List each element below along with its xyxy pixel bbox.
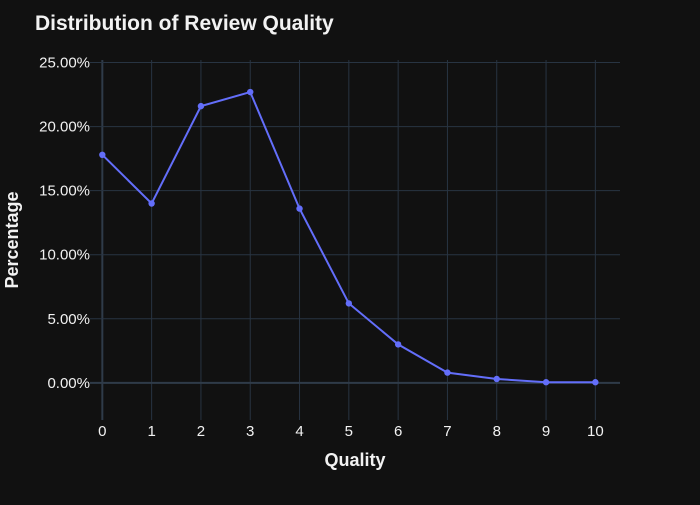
- data-point[interactable]: [197, 102, 205, 110]
- data-point[interactable]: [444, 369, 451, 376]
- data-point[interactable]: [99, 151, 106, 159]
- y-axis-title: Percentage: [2, 191, 22, 288]
- x-axis-tick-labels: 0 1 2 3 4 5 6 7 8 9 10: [98, 423, 604, 440]
- x-tick-label: 5: [345, 423, 353, 440]
- y-tick-label: 25.00%: [39, 55, 90, 72]
- x-tick-label: 10: [587, 423, 604, 440]
- x-tick-label: 7: [443, 423, 451, 440]
- data-point[interactable]: [542, 379, 550, 386]
- data-point[interactable]: [592, 379, 599, 386]
- chart-title: Distribution of Review Quality: [35, 12, 334, 35]
- x-tick-label: 9: [542, 423, 550, 440]
- data-point[interactable]: [493, 375, 500, 383]
- data-point[interactable]: [296, 205, 303, 212]
- x-tick-label: 2: [197, 423, 205, 440]
- series-layer: [99, 88, 599, 386]
- x-tick-label: 6: [394, 423, 402, 440]
- y-tick-label: 15.00%: [39, 183, 90, 200]
- x-tick-label: 3: [246, 423, 254, 440]
- x-tick-label: 0: [98, 423, 106, 440]
- y-tick-label: 5.00%: [47, 311, 90, 328]
- y-gridlines: [90, 62, 620, 384]
- x-axis-title: Quality: [324, 450, 385, 470]
- data-point[interactable]: [247, 88, 254, 96]
- x-tick-label: 4: [295, 423, 303, 440]
- x-tick-label: 1: [147, 423, 155, 440]
- y-axis-tick-labels: 0.00% 5.00% 10.00% 15.00% 20.00% 25.00%: [39, 55, 90, 392]
- data-point[interactable]: [394, 341, 402, 348]
- data-point[interactable]: [345, 300, 353, 307]
- x-gridlines: [101, 60, 596, 420]
- y-tick-label: 10.00%: [39, 247, 90, 264]
- y-tick-label: 0.00%: [47, 375, 90, 392]
- data-point[interactable]: [148, 200, 155, 207]
- x-tick-label: 8: [493, 423, 501, 440]
- y-tick-label: 20.00%: [39, 119, 90, 136]
